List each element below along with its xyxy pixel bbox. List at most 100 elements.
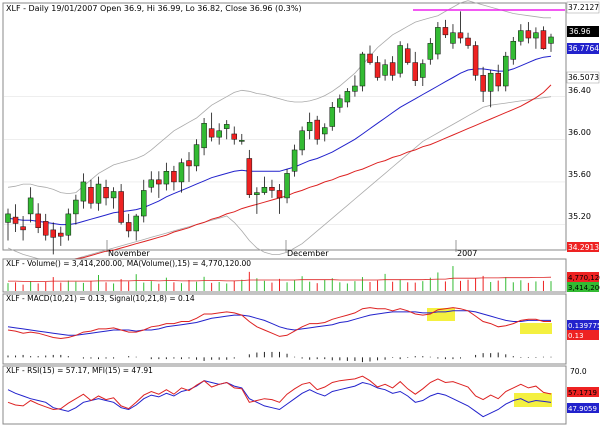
candle-body: [450, 32, 456, 44]
candle-body: [80, 181, 87, 202]
volume-ma-tag-text: 4,770,120: [568, 274, 600, 282]
price-axis: 35.20 35.60 36.00 36.40: [568, 86, 591, 221]
candle-body: [141, 190, 147, 217]
volume-ma-line: [8, 276, 552, 282]
candle-body: [472, 45, 479, 76]
candle-body: [246, 158, 253, 195]
candle-body: [510, 40, 517, 60]
date-label-november: November: [108, 249, 150, 258]
price-candles: [5, 11, 554, 255]
candle-body: [457, 32, 464, 39]
candle-body: [103, 187, 109, 199]
candle-body: [35, 213, 41, 228]
rsi-line: [7, 375, 552, 411]
candle-body: [412, 62, 418, 81]
price-panel: XLF - Daily 19/01/2007 Open 36.9, Hi 36.…: [2, 0, 567, 273]
candle-body: [427, 43, 434, 60]
volume-value-tag: [567, 282, 599, 292]
rsi-mfi-lines: [7, 375, 552, 418]
bb-mid-line: [7, 55, 552, 226]
candle-body: [133, 215, 139, 232]
candle-body: [27, 197, 34, 215]
candle-body: [503, 55, 509, 87]
volume-bars: [7, 266, 552, 291]
price-header: XLF - Daily 19/01/2007 Open 36.9, Hi 36.…: [6, 4, 302, 13]
rsi-value-tag-text: 57.1719: [568, 389, 597, 397]
candle-body: [88, 187, 94, 204]
candle-body: [156, 179, 162, 185]
candle-body: [20, 226, 26, 231]
candle-body: [299, 130, 305, 151]
candle-body: [540, 30, 547, 49]
ma-long-tag-text: 36.5073: [568, 73, 599, 82]
candle-body: [110, 191, 117, 199]
hline-tag-text: 37.2127: [568, 3, 599, 12]
price-tick-36-40: 36.40: [568, 86, 591, 95]
macd-histogram: [7, 351, 552, 363]
candle-body: [495, 72, 501, 87]
hline-tag: [566, 1, 600, 14]
bb-lower-line: [7, 96, 552, 262]
candle-body: [322, 127, 328, 135]
low-tag-text: 34.2913: [568, 243, 599, 252]
volume-header: XLF - Volume() = 3,414,200.00, MA(Volume…: [6, 259, 251, 268]
candle-body: [487, 72, 494, 92]
candle-body: [58, 232, 64, 237]
volume-value-tag-text: 3,414,200: [568, 284, 600, 292]
macd-value-tag-text: 0.13: [568, 332, 584, 340]
candle-body: [480, 75, 486, 92]
close-tag: [567, 26, 599, 37]
candle-body: [125, 222, 132, 232]
candle-body: [269, 187, 275, 191]
mfi-line: [7, 380, 552, 418]
candle-body: [186, 160, 192, 167]
bb-mid-tag: [567, 43, 599, 54]
candle-body: [163, 171, 170, 185]
candle-body: [374, 62, 381, 78]
ma-long-tag: [566, 71, 600, 84]
candle-body: [382, 64, 388, 76]
candle-body: [344, 91, 351, 103]
rsi-highlight: [514, 393, 552, 407]
candle-body: [5, 213, 11, 223]
date-label-december: December: [287, 249, 329, 258]
candle-body: [193, 144, 200, 167]
candle-body: [389, 62, 396, 76]
candle-body: [404, 48, 411, 63]
date-label-2007: 2007: [457, 249, 477, 258]
candle-body: [420, 63, 426, 78]
candle-body: [284, 173, 290, 199]
candle-body: [73, 199, 79, 215]
macd-highlight-1: [427, 308, 455, 321]
candle-body: [42, 221, 49, 236]
rsi-panel: XLF - RSI(15) = 57.17, MFI(15) = 47.91 7…: [2, 365, 599, 425]
candle-body: [533, 32, 539, 39]
mfi-value-tag: [567, 403, 599, 413]
rsi-tick-70: 70.0: [570, 367, 587, 376]
low-tag: [567, 242, 599, 252]
candle-body: [50, 229, 56, 238]
candle-body: [367, 53, 373, 63]
candle-body: [65, 213, 72, 236]
candle-body: [118, 191, 124, 223]
macd-signal-tag-text: 0.139775: [568, 322, 600, 330]
price-tick-36-00: 36.00: [568, 128, 591, 137]
rsi-header: XLF - RSI(15) = 57.17, MFI(15) = 47.91: [6, 366, 153, 375]
macd-header: XLF - MACD(10,21) = 0.13, Signal(10,21,8…: [6, 294, 195, 303]
price-tick-35-20: 35.20: [568, 212, 591, 221]
candle-body: [201, 123, 207, 149]
close-tag-text: 36.96: [569, 27, 591, 36]
candle-body: [465, 37, 471, 46]
candle-body: [352, 85, 358, 92]
date-axis: November December 2007: [106, 240, 477, 258]
candle-body: [208, 128, 215, 138]
candle-body: [518, 30, 524, 42]
candle-body: [148, 179, 155, 188]
price-tick-35-60: 35.60: [568, 170, 591, 179]
candle-body: [239, 140, 245, 142]
volume-panel: XLF - Volume() = 3,414,200.00, MA(Volume…: [2, 258, 600, 293]
macd-panel: XLF - MACD(10,21) = 0.13, Signal(10,21,8…: [2, 293, 600, 365]
candle-body: [397, 45, 403, 74]
candle-body: [337, 98, 343, 108]
